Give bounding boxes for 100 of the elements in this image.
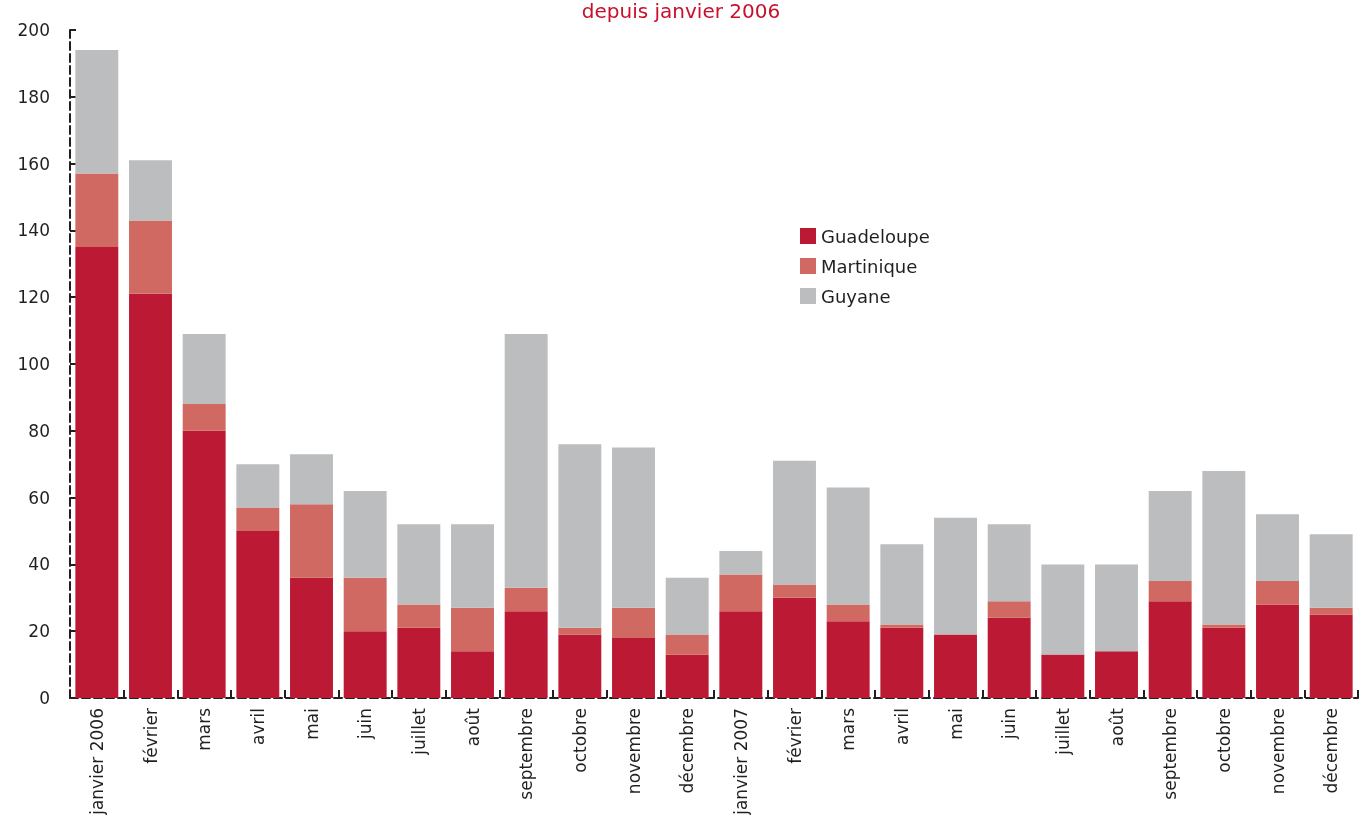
bar: [451, 651, 494, 698]
bar: [826, 621, 870, 698]
bar: [773, 597, 816, 698]
y-tick-label: 180: [17, 86, 50, 107]
x-tick-label: décembre: [1321, 708, 1342, 794]
bar: [1309, 614, 1353, 698]
x-tick-label: janvier 2007: [730, 708, 751, 816]
bar: [397, 524, 441, 605]
bar: [987, 601, 1031, 618]
bar: [236, 531, 280, 698]
y-tick-label: 20: [28, 621, 50, 642]
bar: [236, 464, 280, 508]
bar: [558, 627, 602, 635]
bar: [558, 444, 602, 628]
bar: [1095, 564, 1138, 652]
x-tick-label: octobre: [1213, 708, 1234, 773]
bar: [504, 587, 548, 612]
bar: [1202, 470, 1246, 625]
x-tick-label: novembre: [1267, 708, 1288, 795]
bar: [987, 617, 1031, 698]
chart-title: depuis janvier 2006: [581, 0, 781, 23]
x-tick-label: mai: [301, 708, 322, 740]
bar: [880, 544, 924, 625]
x-tick-label: octobre: [569, 708, 590, 773]
y-tick-label: 0: [39, 688, 50, 708]
bar: [504, 333, 548, 588]
bar: [236, 507, 280, 531]
bar: [1202, 627, 1246, 698]
bar: [75, 173, 119, 248]
bar: [1041, 654, 1085, 698]
bar: [290, 454, 333, 505]
bar: [1309, 607, 1353, 615]
x-tick-label: juin: [999, 708, 1020, 740]
bar: [934, 517, 977, 635]
bar: [451, 524, 494, 608]
bar: [397, 604, 441, 628]
bar: [612, 447, 655, 608]
bar: [558, 634, 602, 698]
bar: [1095, 651, 1138, 698]
bar: [1309, 534, 1353, 608]
bar: [665, 577, 709, 635]
bar: [665, 654, 709, 698]
bar: [343, 490, 387, 578]
x-tick-label: février: [784, 708, 805, 764]
bar: [1202, 624, 1246, 628]
bar: [343, 577, 387, 632]
bar: [504, 611, 548, 698]
x-tick-label: septembre: [516, 708, 537, 800]
x-tick-label: novembre: [623, 708, 644, 795]
x-tick-label: mars: [838, 707, 859, 751]
bar: [719, 551, 763, 575]
bar: [612, 637, 655, 698]
x-tick-label: août: [1106, 707, 1127, 747]
bar: [75, 50, 119, 174]
bar: [1256, 581, 1299, 605]
bar: [1148, 581, 1192, 602]
bar: [397, 627, 441, 698]
x-tick-label: juillet: [1052, 707, 1073, 756]
bar: [182, 430, 226, 698]
y-tick-label: 40: [28, 554, 50, 575]
bar: [451, 607, 494, 652]
bar: [343, 631, 387, 698]
x-tick-label: avril: [247, 708, 268, 745]
y-tick-label: 200: [17, 20, 50, 40]
bar: [880, 627, 924, 698]
bar: [129, 160, 172, 221]
bar: [612, 607, 655, 638]
x-tick-label: septembre: [1160, 708, 1181, 800]
legend-label: Martinique: [821, 255, 918, 277]
bar: [1256, 604, 1299, 698]
y-tick-label: 160: [17, 153, 50, 174]
bar: [880, 624, 924, 628]
y-tick-label: 120: [17, 287, 50, 308]
bar: [826, 487, 870, 605]
bar: [1256, 514, 1299, 582]
bar: [290, 504, 333, 578]
bar: [1148, 601, 1192, 698]
x-tick-label: août: [462, 707, 483, 747]
x-tick-label: juillet: [408, 707, 429, 756]
x-tick-label: décembre: [677, 708, 698, 794]
bar: [75, 247, 119, 698]
bar: [290, 577, 333, 698]
bar: [987, 524, 1031, 602]
y-tick-label: 140: [17, 220, 50, 241]
x-tick-label: juin: [355, 708, 376, 740]
bar: [826, 604, 870, 622]
bar: [719, 574, 763, 612]
y-tick-label: 80: [28, 420, 50, 441]
x-tick-label: février: [140, 708, 161, 764]
x-tick-label: mai: [945, 708, 966, 740]
bar: [129, 220, 172, 294]
legend-label: Guyane: [821, 285, 891, 307]
bar: [182, 333, 226, 405]
y-tick-label: 60: [28, 487, 50, 508]
x-tick-label: mars: [194, 707, 215, 751]
x-tick-label: avril: [891, 708, 912, 745]
bar: [1148, 490, 1192, 582]
bar: [1041, 564, 1085, 655]
bar: [773, 460, 816, 585]
legend-label: Guadeloupe: [821, 225, 930, 247]
